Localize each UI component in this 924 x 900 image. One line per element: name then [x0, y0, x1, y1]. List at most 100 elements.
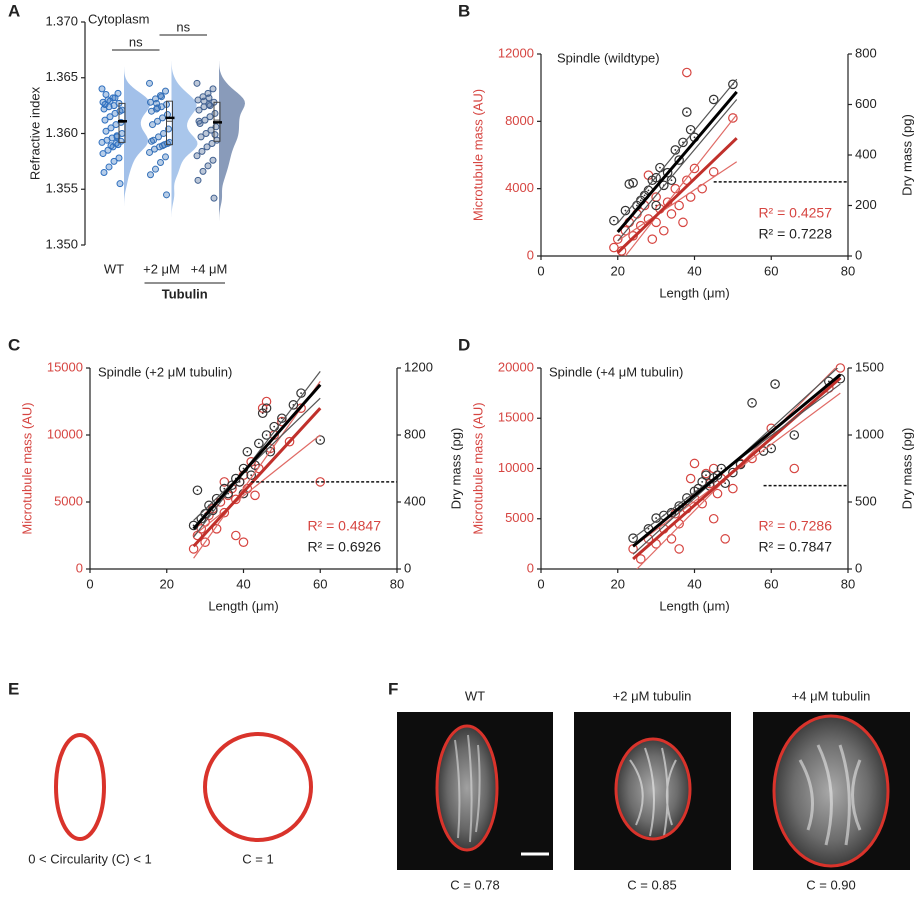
x-tick-label: WT [104, 261, 124, 276]
data-point [162, 87, 169, 95]
violin [124, 66, 150, 206]
fiber-texture [798, 744, 862, 846]
y-axis-label: Microtubule mass (AU) [470, 89, 485, 221]
image-caption: C = 0.85 [627, 877, 677, 892]
x-tick-label: 40 [687, 576, 701, 591]
spindle-image [437, 726, 497, 850]
data-point [682, 67, 692, 78]
y2-tick-label: 200 [855, 197, 877, 212]
data-point [159, 142, 166, 150]
data-point [658, 225, 669, 236]
r-squared-label: R² = 0.7228 [758, 226, 832, 242]
data-point [99, 150, 107, 158]
data-point [678, 137, 688, 148]
y-axis-label: Refractive index [27, 86, 42, 180]
data-point [728, 113, 738, 123]
fit-line [616, 90, 738, 233]
data-point [155, 133, 162, 141]
box [166, 100, 173, 146]
data-point [148, 137, 155, 145]
data-point [204, 162, 212, 170]
x-tick-label: 40 [236, 576, 250, 591]
r-squared-label: R² = 0.7847 [758, 539, 832, 555]
data-point [154, 117, 161, 125]
point-center [693, 136, 696, 139]
fit-line [192, 407, 322, 548]
r-squared-label: R² = 0.4257 [758, 205, 832, 221]
data-point [98, 85, 106, 93]
data-point [202, 130, 210, 137]
fit-line [632, 373, 842, 548]
data-point [203, 143, 211, 151]
circle-shape [203, 732, 313, 842]
data-point [685, 473, 696, 484]
y-tick-label: 1.350 [45, 236, 78, 251]
y-axis-label: Microtubule mass (AU) [470, 402, 485, 534]
y-tick-label: 15000 [498, 410, 534, 425]
x-tick-label: 0 [537, 263, 544, 278]
fit-line [616, 137, 738, 254]
data-point [107, 124, 115, 132]
image-caption: C = 0.78 [450, 877, 500, 892]
data-point [106, 113, 114, 121]
y-tick-label: 8000 [505, 113, 534, 128]
data-point [708, 94, 719, 105]
panel-label: D [458, 335, 470, 354]
data-point [628, 533, 638, 543]
data-point [118, 106, 126, 114]
x-tick-label: 80 [841, 576, 855, 591]
x-axis-label: Length (μm) [659, 285, 729, 300]
y-tick-label: 1.370 [45, 13, 78, 28]
data-point [231, 530, 241, 541]
point-center [643, 194, 646, 197]
y-tick-label: 10000 [498, 460, 534, 475]
data-point [110, 157, 118, 165]
data-point [194, 176, 202, 184]
data-point [219, 477, 230, 487]
data-point [193, 79, 201, 87]
y2-tick-label: 1500 [855, 359, 884, 374]
y-tick-label: 4000 [505, 180, 534, 195]
data-point [628, 177, 638, 188]
image-panel: +4 μM tubulin C = 0.90 [753, 688, 910, 892]
outline-ellipse [614, 737, 692, 841]
fit-line [632, 376, 842, 561]
point-center [319, 439, 322, 441]
y-tick-label: 12000 [498, 45, 534, 60]
fit-line [617, 78, 738, 224]
data-point [647, 234, 658, 244]
point-center [624, 209, 627, 212]
x-tick-label: 0 [86, 576, 93, 591]
data-point [219, 507, 230, 518]
data-point [146, 148, 153, 156]
point-center [655, 204, 658, 207]
y-tick-label: 0 [76, 560, 83, 575]
data-point [620, 225, 631, 236]
data-point [115, 154, 123, 162]
point-center [720, 467, 723, 470]
image-panel: WT C = 0.78 [397, 688, 553, 892]
data-point [666, 209, 677, 219]
point-center [701, 481, 704, 483]
point-center [670, 179, 673, 182]
data-point [250, 490, 260, 501]
r-squared-label: R² = 0.6926 [307, 539, 381, 555]
data-point [666, 534, 677, 544]
point-center [246, 450, 249, 453]
y-tick-label: 5000 [54, 493, 83, 508]
chart-title: Spindle (+2 μM tubulin) [98, 364, 232, 379]
fit-line [624, 114, 738, 256]
data-point [728, 483, 738, 494]
data-point [674, 544, 684, 554]
data-point [651, 192, 661, 202]
data-point [261, 403, 272, 413]
data-point [102, 90, 110, 98]
fit-line [193, 397, 321, 521]
y2-axis-label: Dry mass (pg) [899, 114, 914, 196]
fit-line [193, 370, 321, 538]
data-point [728, 79, 738, 90]
point-center [712, 98, 715, 101]
data-point [200, 97, 208, 105]
data-point [194, 96, 202, 104]
outline-ellipse [772, 714, 890, 868]
